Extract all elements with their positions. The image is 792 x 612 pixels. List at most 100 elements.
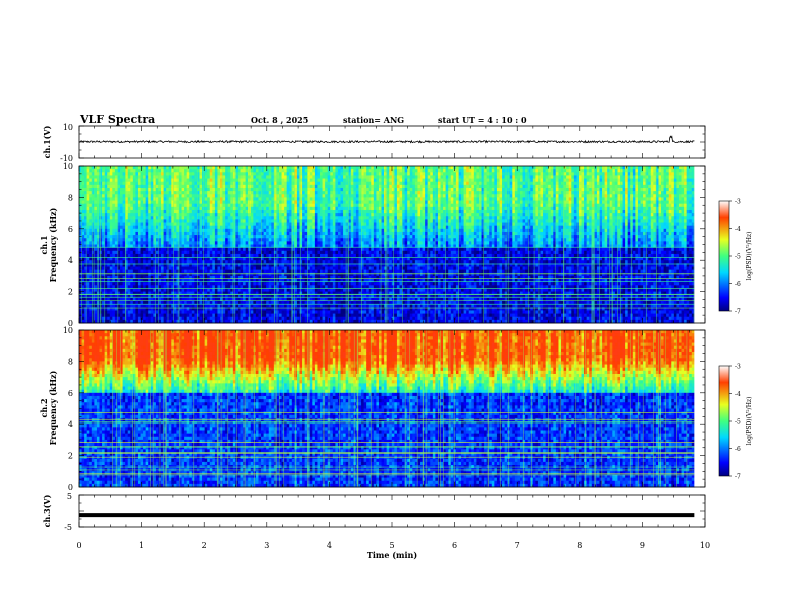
spectrogram-cell <box>317 213 320 217</box>
spectrogram-cell <box>205 169 208 173</box>
spectrogram-cell <box>164 310 167 314</box>
spectrogram-cell <box>205 182 208 186</box>
spectrogram-cell <box>84 194 87 198</box>
spectrogram-cell <box>82 232 85 236</box>
spectrogram-cell <box>238 310 241 314</box>
spectrogram-cell <box>141 304 144 308</box>
spectrogram-cell <box>120 273 123 277</box>
spectrogram-cell <box>266 213 269 217</box>
spectrogram-cell <box>223 191 226 195</box>
spectrogram-cell <box>158 182 161 186</box>
spectrogram-cell <box>82 273 85 277</box>
spectrogram-cell <box>243 179 246 183</box>
spectrogram-cell <box>192 235 195 239</box>
spectrogram-cell <box>243 266 246 270</box>
spectrogram-cell <box>289 254 292 258</box>
spectrogram-cell <box>225 219 228 223</box>
spectrogram-cell <box>87 216 90 220</box>
spectrogram-cell <box>115 191 118 195</box>
spectrogram-cell <box>325 226 328 230</box>
spectrogram-cell <box>135 197 138 201</box>
spectrogram-cell <box>312 295 315 299</box>
spectrogram-cell <box>194 172 197 176</box>
spectrogram-cell <box>251 310 254 314</box>
spectrogram-cell <box>246 270 249 274</box>
spectrogram-cell <box>143 248 146 252</box>
spectrogram-cell <box>182 229 185 233</box>
spectrogram-cell <box>325 175 328 179</box>
spectrogram-cell <box>123 266 126 270</box>
spectrogram-cell <box>200 166 203 170</box>
spectrogram-cell <box>223 226 226 230</box>
spectrogram-cell <box>271 201 274 205</box>
spectrogram-cell <box>241 219 244 223</box>
spectrogram-cell <box>174 248 177 252</box>
spectrogram-cell <box>312 310 315 314</box>
spectrogram-cell <box>217 197 220 201</box>
spectrogram-cell <box>194 166 197 170</box>
spectrogram-cell <box>266 229 269 233</box>
spectrogram-cell <box>243 273 246 277</box>
spectrogram-cell <box>84 182 87 186</box>
spectrogram-cell <box>184 238 187 242</box>
spectrogram-cell <box>325 260 328 264</box>
spectrogram-cell <box>217 235 220 239</box>
spectrogram-cell <box>320 207 323 211</box>
spectrogram-cell <box>151 254 154 258</box>
spectrogram-cell <box>205 241 208 245</box>
spectrogram-cell <box>179 254 182 258</box>
spectrogram-cell <box>266 219 269 223</box>
spectrogram-cell <box>320 179 323 183</box>
spectrogram-cell <box>207 175 210 179</box>
spectrogram-cell <box>284 273 287 277</box>
spectrogram-cell <box>328 197 331 201</box>
spectrogram-cell <box>141 179 144 183</box>
spectrogram-cell <box>225 169 228 173</box>
spectrogram-cell <box>179 216 182 220</box>
spectrogram-cell <box>294 201 297 205</box>
spectrogram-cell <box>269 304 272 308</box>
spectrogram-cell <box>223 179 226 183</box>
spectrogram-cell <box>151 248 154 252</box>
spectrogram-cell <box>179 204 182 208</box>
spectrogram-cell <box>153 235 156 239</box>
spectrogram-cell <box>256 232 259 236</box>
spectrogram-cell <box>282 204 285 208</box>
spectrogram-cell <box>256 266 259 270</box>
spectrogram-cell <box>312 254 315 258</box>
spectrogram-cell <box>120 194 123 198</box>
spectrogram-cell <box>300 219 303 223</box>
spectrogram-cell <box>169 204 172 208</box>
spectrogram-cell <box>115 232 118 236</box>
spectrogram-cell <box>94 188 97 192</box>
spectrogram-cell <box>243 201 246 205</box>
spectrogram-cell <box>205 270 208 274</box>
spectrogram-cell <box>143 185 146 189</box>
spectrogram-cell <box>264 282 267 286</box>
spectrogram-cell <box>210 213 213 217</box>
spectrogram-cell <box>317 254 320 258</box>
spectrogram-cell <box>138 251 141 255</box>
spectrogram-cell <box>87 226 90 230</box>
spectrogram-cell <box>289 197 292 201</box>
spectrogram-cell <box>215 270 218 274</box>
spectrogram-cell <box>228 210 231 214</box>
spectrogram-cell <box>302 191 305 195</box>
spectrogram-cell <box>284 226 287 230</box>
spectrogram-cell <box>107 179 110 183</box>
spectrogram-cell <box>146 254 149 258</box>
spectrogram-cell <box>328 232 331 236</box>
spectrogram-cell <box>238 248 241 252</box>
spectrogram-cell <box>279 216 282 220</box>
spectrogram-cell <box>130 172 133 176</box>
spectrogram-cell <box>312 317 315 321</box>
spectrogram-cell <box>269 210 272 214</box>
spectrogram-cell <box>215 282 218 286</box>
spectrogram-cell <box>294 288 297 292</box>
spectrogram-cell <box>107 191 110 195</box>
spectrogram-cell <box>158 194 161 198</box>
spectrogram-cell <box>312 219 315 223</box>
spectrogram-cell <box>220 248 223 252</box>
spectrogram-cell <box>279 169 282 173</box>
spectrogram-cell <box>235 213 238 217</box>
